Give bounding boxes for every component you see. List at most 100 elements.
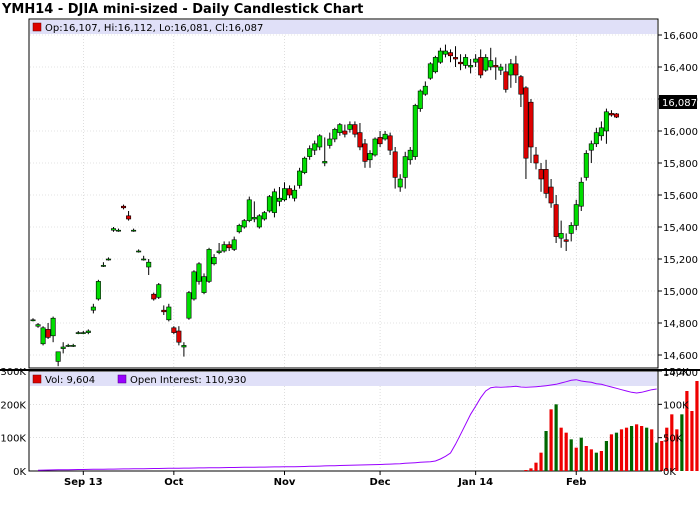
candle-body xyxy=(221,244,227,252)
candle xyxy=(121,204,127,210)
price-legend-text: Op:16,107, Hi:16,112, Lo:16,081, Cl:16,0… xyxy=(45,23,263,34)
volume-bar xyxy=(574,447,578,471)
candle-body xyxy=(216,250,222,253)
candle-body xyxy=(488,60,494,68)
candle xyxy=(583,150,589,181)
candle-body xyxy=(463,57,469,66)
volume-bar xyxy=(655,442,659,471)
candle xyxy=(231,236,237,251)
candle xyxy=(342,124,348,138)
volume-tick-label: 0K xyxy=(13,467,26,478)
candle xyxy=(236,223,242,234)
candle xyxy=(256,214,262,229)
candle-body xyxy=(121,205,127,209)
candle xyxy=(468,59,474,74)
candle xyxy=(533,147,539,170)
candle xyxy=(126,211,132,221)
candle xyxy=(80,331,86,335)
candle-body xyxy=(468,65,474,68)
candle-body xyxy=(266,196,272,212)
candle-body xyxy=(231,239,237,250)
candle xyxy=(65,343,71,347)
volume-panel: Vol: 9,604 Open Interest: 110,930 0K 100K… xyxy=(0,367,700,478)
candle-body xyxy=(372,138,378,156)
candle-body xyxy=(80,332,86,334)
candle xyxy=(598,121,604,141)
candle-body xyxy=(251,217,257,220)
candle xyxy=(613,113,619,119)
candle xyxy=(302,156,308,175)
candle-body xyxy=(287,188,293,196)
candle xyxy=(297,167,303,189)
candle xyxy=(156,283,162,299)
candle-body xyxy=(211,257,217,265)
candle xyxy=(322,137,328,167)
volume-bar xyxy=(604,441,609,471)
candle-body xyxy=(578,181,584,207)
price-tick-label: 15,200 xyxy=(663,255,698,266)
candle-body xyxy=(458,61,464,65)
price-tick-label: 15,800 xyxy=(663,159,698,170)
candle-body xyxy=(317,135,323,148)
candle-body xyxy=(256,215,262,228)
candle-body xyxy=(271,191,277,213)
candle xyxy=(337,123,343,136)
open-interest-line xyxy=(37,379,657,471)
candle xyxy=(352,121,358,138)
candle xyxy=(327,132,333,149)
candle xyxy=(75,331,81,335)
volume-tick-label: 300K xyxy=(0,367,26,378)
candle-body xyxy=(116,229,122,232)
candle xyxy=(603,108,609,144)
candle-body xyxy=(75,332,81,334)
candle xyxy=(60,342,66,354)
candle xyxy=(528,99,534,163)
candle xyxy=(95,279,101,301)
oi-legend-marker xyxy=(117,374,127,384)
volume-bar xyxy=(599,451,603,471)
candle xyxy=(568,222,574,242)
candle xyxy=(30,318,36,322)
candle-body xyxy=(573,204,579,226)
candle-body xyxy=(141,258,147,261)
candle-body xyxy=(548,186,554,204)
candle xyxy=(276,187,282,207)
candle-body xyxy=(533,154,539,164)
candle xyxy=(377,131,383,147)
candle xyxy=(332,127,338,143)
candle-body xyxy=(397,178,403,188)
candle-body xyxy=(95,281,101,300)
x-tick-label: Nov xyxy=(274,477,296,488)
candle-body xyxy=(166,306,172,321)
candle-body xyxy=(603,111,609,132)
price-tick-label: 15,400 xyxy=(663,223,698,234)
volume-bar xyxy=(665,427,669,471)
candle-body xyxy=(146,261,152,268)
candle-body xyxy=(407,149,413,161)
candle-body xyxy=(392,151,398,178)
candle xyxy=(538,163,544,192)
candle xyxy=(402,151,408,189)
price-gridlines xyxy=(30,34,657,356)
candle-body xyxy=(302,157,308,173)
candle xyxy=(407,147,413,165)
candle-body xyxy=(176,330,182,343)
candle-body xyxy=(100,265,106,267)
volume-bar xyxy=(529,468,533,471)
candle xyxy=(422,81,428,96)
candle-body xyxy=(136,250,142,253)
candle-body xyxy=(347,124,353,130)
candle-body xyxy=(432,57,438,73)
candle-body xyxy=(608,113,614,116)
candle-body xyxy=(613,113,619,118)
candle-body xyxy=(236,225,242,233)
candle xyxy=(503,63,509,93)
candle xyxy=(432,55,438,74)
candle xyxy=(312,140,318,155)
volume-x-gridlines xyxy=(83,386,577,470)
candle-body xyxy=(568,225,574,234)
candle-body xyxy=(503,71,509,90)
candle-body xyxy=(105,258,111,261)
candle xyxy=(206,247,212,283)
candle-body xyxy=(528,101,534,148)
